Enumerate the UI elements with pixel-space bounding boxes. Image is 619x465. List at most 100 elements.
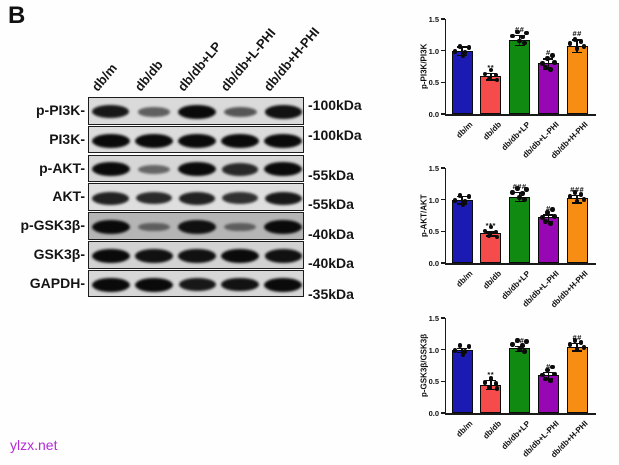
protein-band <box>91 248 130 263</box>
data-point-dot <box>452 198 458 203</box>
data-point-dot <box>522 197 527 202</box>
protein-band <box>91 277 130 292</box>
y-axis-tick-label: 1.0 <box>428 46 439 56</box>
blot-strip <box>88 212 304 240</box>
protein-band <box>178 133 216 148</box>
data-point-dot <box>486 385 491 390</box>
blot-strip <box>88 183 304 211</box>
data-point-dot <box>452 348 458 353</box>
protein-band <box>178 162 216 177</box>
data-point-dot <box>550 364 555 370</box>
y-axis-tick-label: 1.5 <box>428 314 439 323</box>
x-axis-category-label: db/db <box>481 419 504 441</box>
error-bar-cap <box>457 347 467 350</box>
error-bar-line <box>576 194 578 203</box>
error-bar-line <box>576 342 578 351</box>
error-bar-cap <box>485 231 496 233</box>
significance-label: ## <box>572 332 582 342</box>
x-axis-line <box>444 263 596 265</box>
protein-band <box>178 104 216 119</box>
lane-label: db/m <box>88 60 120 94</box>
data-point-dot <box>543 65 548 70</box>
protein-band <box>221 248 260 263</box>
watermark-text: ylzx.net <box>10 437 58 453</box>
data-point-dot <box>524 30 529 36</box>
y-axis-line <box>444 19 446 114</box>
data-point-dot <box>524 187 529 192</box>
data-point-dot <box>488 67 493 73</box>
data-bar <box>480 76 502 114</box>
data-bar <box>566 346 588 413</box>
data-point-dot <box>494 235 499 240</box>
data-point-dot <box>457 44 463 49</box>
data-point-dot <box>550 53 555 58</box>
bar-chart: p-PI3K/PI3K 0.0 0.5 1.0 1.5 db/m ** db/db ## db/d… <box>416 6 619 160</box>
error-bar-cap <box>514 44 525 47</box>
x-axis-category-label: db/m <box>454 269 475 289</box>
x-axis-category-label: db/db <box>481 120 504 142</box>
molecular-weight-label: -35kDa <box>308 285 354 302</box>
data-point-dot <box>457 343 463 348</box>
protein-band <box>264 191 302 205</box>
data-point-dot <box>579 39 584 44</box>
molecular-weight-label: -100kDa <box>308 126 362 143</box>
data-point-dot <box>545 210 550 215</box>
data-point-dot <box>494 386 499 391</box>
protein-band <box>134 277 173 292</box>
blot-protein-label: p-PI3K- <box>36 102 85 118</box>
data-point-dot <box>522 349 527 354</box>
data-point-dot <box>466 45 472 50</box>
data-point-dot <box>545 367 550 373</box>
error-bar-line <box>461 195 463 204</box>
data-point-dot <box>466 344 472 349</box>
data-point-dot <box>543 219 548 224</box>
y-axis-tick <box>440 113 445 115</box>
data-bar <box>451 50 473 114</box>
data-point-dot <box>515 338 520 343</box>
blot-protein-label: PI3K- <box>49 130 85 147</box>
molecular-weight-label: -55kDa <box>308 166 354 183</box>
blot-protein-label: GSK3β- <box>33 246 85 262</box>
protein-band <box>264 105 303 119</box>
data-point-dot <box>520 343 525 348</box>
data-point-dot <box>462 50 468 55</box>
significance-label: *** <box>485 221 496 231</box>
error-bar-cap <box>514 350 525 353</box>
data-point-dot <box>524 339 529 344</box>
data-point-dot <box>552 371 557 377</box>
error-bar-line <box>547 371 550 379</box>
y-axis-line <box>444 318 446 413</box>
data-point-dot <box>517 38 522 44</box>
data-point-dot <box>573 190 578 195</box>
error-bar-cap <box>543 214 554 216</box>
error-bar-cap <box>485 72 496 75</box>
protein-band <box>134 133 173 148</box>
data-point-dot <box>493 381 498 386</box>
significance-label: ## <box>514 24 525 34</box>
significance-label: ** <box>487 370 495 380</box>
panel-label: B <box>8 2 26 29</box>
data-point-dot <box>462 349 468 354</box>
protein-band <box>137 164 170 174</box>
significance-label: ## <box>572 29 582 39</box>
error-bar-cap <box>572 39 583 41</box>
data-point-dot <box>540 61 545 66</box>
error-bar-cap <box>514 345 525 348</box>
data-point-dot <box>520 34 525 40</box>
error-bar-cap <box>572 51 583 54</box>
error-bar-cap <box>485 380 496 382</box>
blot-strip <box>88 97 304 125</box>
y-axis-tick <box>440 348 445 351</box>
protein-band <box>264 133 303 148</box>
y-axis-tick-label: 1.5 <box>428 15 439 24</box>
blot-strip <box>88 241 304 269</box>
data-point-dot <box>548 378 553 384</box>
protein-band <box>224 222 256 232</box>
blot-protein-label: AKT- <box>52 188 85 205</box>
significance-label: ** <box>487 62 495 72</box>
data-point-dot <box>582 197 587 202</box>
protein-band <box>137 107 171 117</box>
significance-label: # <box>546 361 551 371</box>
protein-band <box>91 219 130 234</box>
data-point-dot <box>493 72 498 78</box>
